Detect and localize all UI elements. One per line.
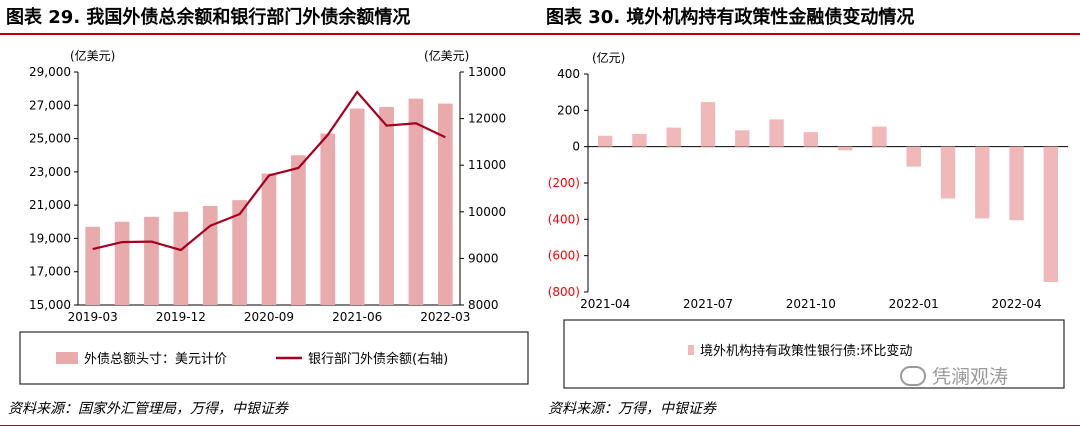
x-tick-label: 2019-12 (156, 310, 206, 324)
left-y-tick-label: 19,000 (29, 231, 71, 245)
left-source-note: 资料来源：国家外汇管理局，万得，中银证券 (8, 401, 288, 417)
bar-total-external-debt (437, 103, 453, 305)
left-y-tick-label: 27,000 (29, 98, 71, 112)
bar-policy-bond-change (632, 133, 647, 147)
left-chart-title: 图表 29. 我国外债总余额和银行部门外债余额情况 (6, 7, 411, 28)
left-y-tick-label: 25,000 (29, 132, 71, 146)
x-tick-label: 2022-01 (889, 297, 939, 311)
bar-policy-bond-change (666, 127, 681, 147)
left-y-tick-label: 17,000 (29, 265, 71, 279)
bar-total-external-debt (144, 216, 159, 305)
y-tick-label: (400) (548, 212, 580, 226)
x-tick-label: 2021-07 (683, 297, 733, 311)
y-tick-label: (200) (548, 176, 580, 190)
bar-policy-bond-change (1009, 146, 1024, 221)
x-tick-label: 2021-04 (580, 297, 630, 311)
line-bank-sector-debt (92, 90, 446, 252)
wechat-icon (900, 365, 926, 386)
bar-policy-bond-change (735, 130, 750, 147)
right-y-tick-label: 13000 (468, 65, 506, 79)
x-tick-label: 2022-04 (992, 297, 1042, 311)
left-axis-unit: (亿美元) (70, 48, 115, 63)
legend-line-label: 银行部门外债余额(右轴) (308, 351, 448, 367)
bar-total-external-debt (379, 106, 394, 305)
bar-total-external-debt (291, 155, 306, 305)
bar-total-external-debt (85, 226, 101, 305)
right-source-note: 资料来源：万得，中银证券 (548, 401, 716, 417)
bar-total-external-debt (349, 108, 365, 305)
right-y-tick-label: 12000 (468, 112, 506, 126)
bar-policy-bond-change (975, 146, 990, 219)
right-title-rule (540, 33, 1080, 35)
right-y-tick-label: 8000 (468, 298, 499, 312)
bar-policy-bond-change (940, 146, 956, 199)
left-y-tick-label: 15,000 (29, 298, 71, 312)
right-axis-unit: (亿元) (592, 50, 625, 65)
bar-total-external-debt (261, 173, 277, 305)
right-y-tick-label: 10000 (468, 205, 506, 219)
x-tick-label: 2021-06 (332, 310, 382, 324)
x-tick-label: 2020-09 (244, 310, 294, 324)
y-tick-label: 400 (557, 67, 580, 81)
y-tick-label: 0 (572, 140, 580, 154)
right-chart-title: 图表 30. 境外机构持有政策性金融债变动情况 (546, 7, 915, 28)
bar-total-external-debt (320, 133, 336, 305)
bar-policy-bond-change (769, 119, 784, 147)
right-chart-svg: (亿元) 400 200 0 (200) (400) (600) (800)2021-04 20… (548, 50, 1068, 389)
bar-policy-bond-change (803, 132, 819, 147)
right-axis-unit: (亿美元) (424, 48, 469, 63)
right-y-tick-label: 9000 (468, 251, 499, 265)
chart-panel-left: 图表 29. 我国外债总余额和银行部门外债余额情况 (亿美元) (亿美元) 15,0… (0, 7, 540, 426)
legend-bar-swatch (56, 352, 78, 364)
x-tick-label: 2022-03 (420, 310, 470, 324)
bar-total-external-debt (173, 211, 189, 305)
bar-policy-bond-change (906, 146, 921, 167)
y-tick-label: (800) (548, 285, 580, 299)
legend-box (563, 319, 1065, 389)
bar-policy-bond-change (700, 102, 716, 147)
watermark: 凭澜观涛 (900, 362, 1008, 389)
watermark-text: 凭澜观涛 (932, 366, 1009, 388)
bar-policy-bond-change (597, 135, 613, 147)
bar-total-external-debt (114, 221, 130, 305)
bar-total-external-debt (408, 98, 424, 305)
right-y-tick-label: 11000 (468, 158, 506, 172)
x-tick-label: 2021-10 (786, 297, 836, 311)
legend-box (19, 331, 529, 385)
bar-total-external-debt (202, 205, 218, 305)
legend-bar-label: 外债总额头寸：美元计价 (84, 352, 227, 367)
left-y-tick-label: 23,000 (29, 165, 71, 179)
left-y-tick-label: 29,000 (29, 65, 71, 79)
y-tick-label: (600) (548, 249, 580, 263)
chart-panel-right: 图表 30. 境外机构持有政策性金融债变动情况 (亿元) 400 200 0 (200)… (540, 0, 1080, 426)
bar-total-external-debt (232, 200, 247, 305)
bar-policy-bond-change (837, 146, 853, 151)
y-tick-label: 200 (557, 103, 580, 117)
left-chart-svg: (亿美元) (亿美元) 15,000 17,000 19,000 21,000 23,000… (19, 48, 529, 385)
x-tick-label: 2019-03 (68, 310, 118, 324)
legend-bar-label: 境外机构持有政策性银行债:环比变动 (700, 343, 912, 359)
left-y-tick-label: 21,000 (29, 198, 71, 212)
bar-policy-bond-change (872, 126, 887, 147)
left-title-rule (0, 33, 540, 35)
legend-bar-swatch (688, 345, 694, 355)
bar-policy-bond-change (1043, 146, 1059, 283)
